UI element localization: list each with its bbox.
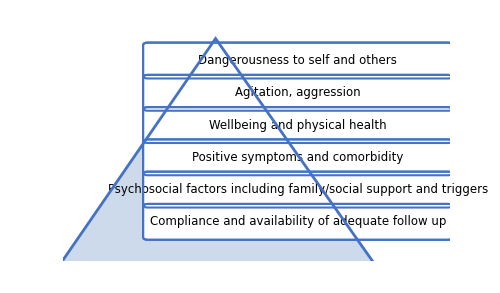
Polygon shape: [55, 39, 380, 272]
FancyBboxPatch shape: [143, 139, 452, 175]
Text: Psychosocial factors including family/social support and triggers: Psychosocial factors including family/so…: [108, 183, 488, 196]
Text: Wellbeing and physical health: Wellbeing and physical health: [209, 119, 386, 132]
FancyBboxPatch shape: [143, 75, 452, 111]
Text: Agitation, aggression: Agitation, aggression: [235, 86, 360, 99]
FancyBboxPatch shape: [143, 107, 452, 143]
FancyBboxPatch shape: [143, 42, 452, 79]
FancyBboxPatch shape: [143, 204, 452, 240]
Polygon shape: [55, 39, 380, 272]
Text: Compliance and availability of adequate follow up: Compliance and availability of adequate …: [150, 215, 446, 228]
FancyBboxPatch shape: [143, 172, 452, 207]
Text: Positive symptoms and comorbidity: Positive symptoms and comorbidity: [192, 151, 404, 164]
Text: Dangerousness to self and others: Dangerousness to self and others: [198, 54, 398, 67]
